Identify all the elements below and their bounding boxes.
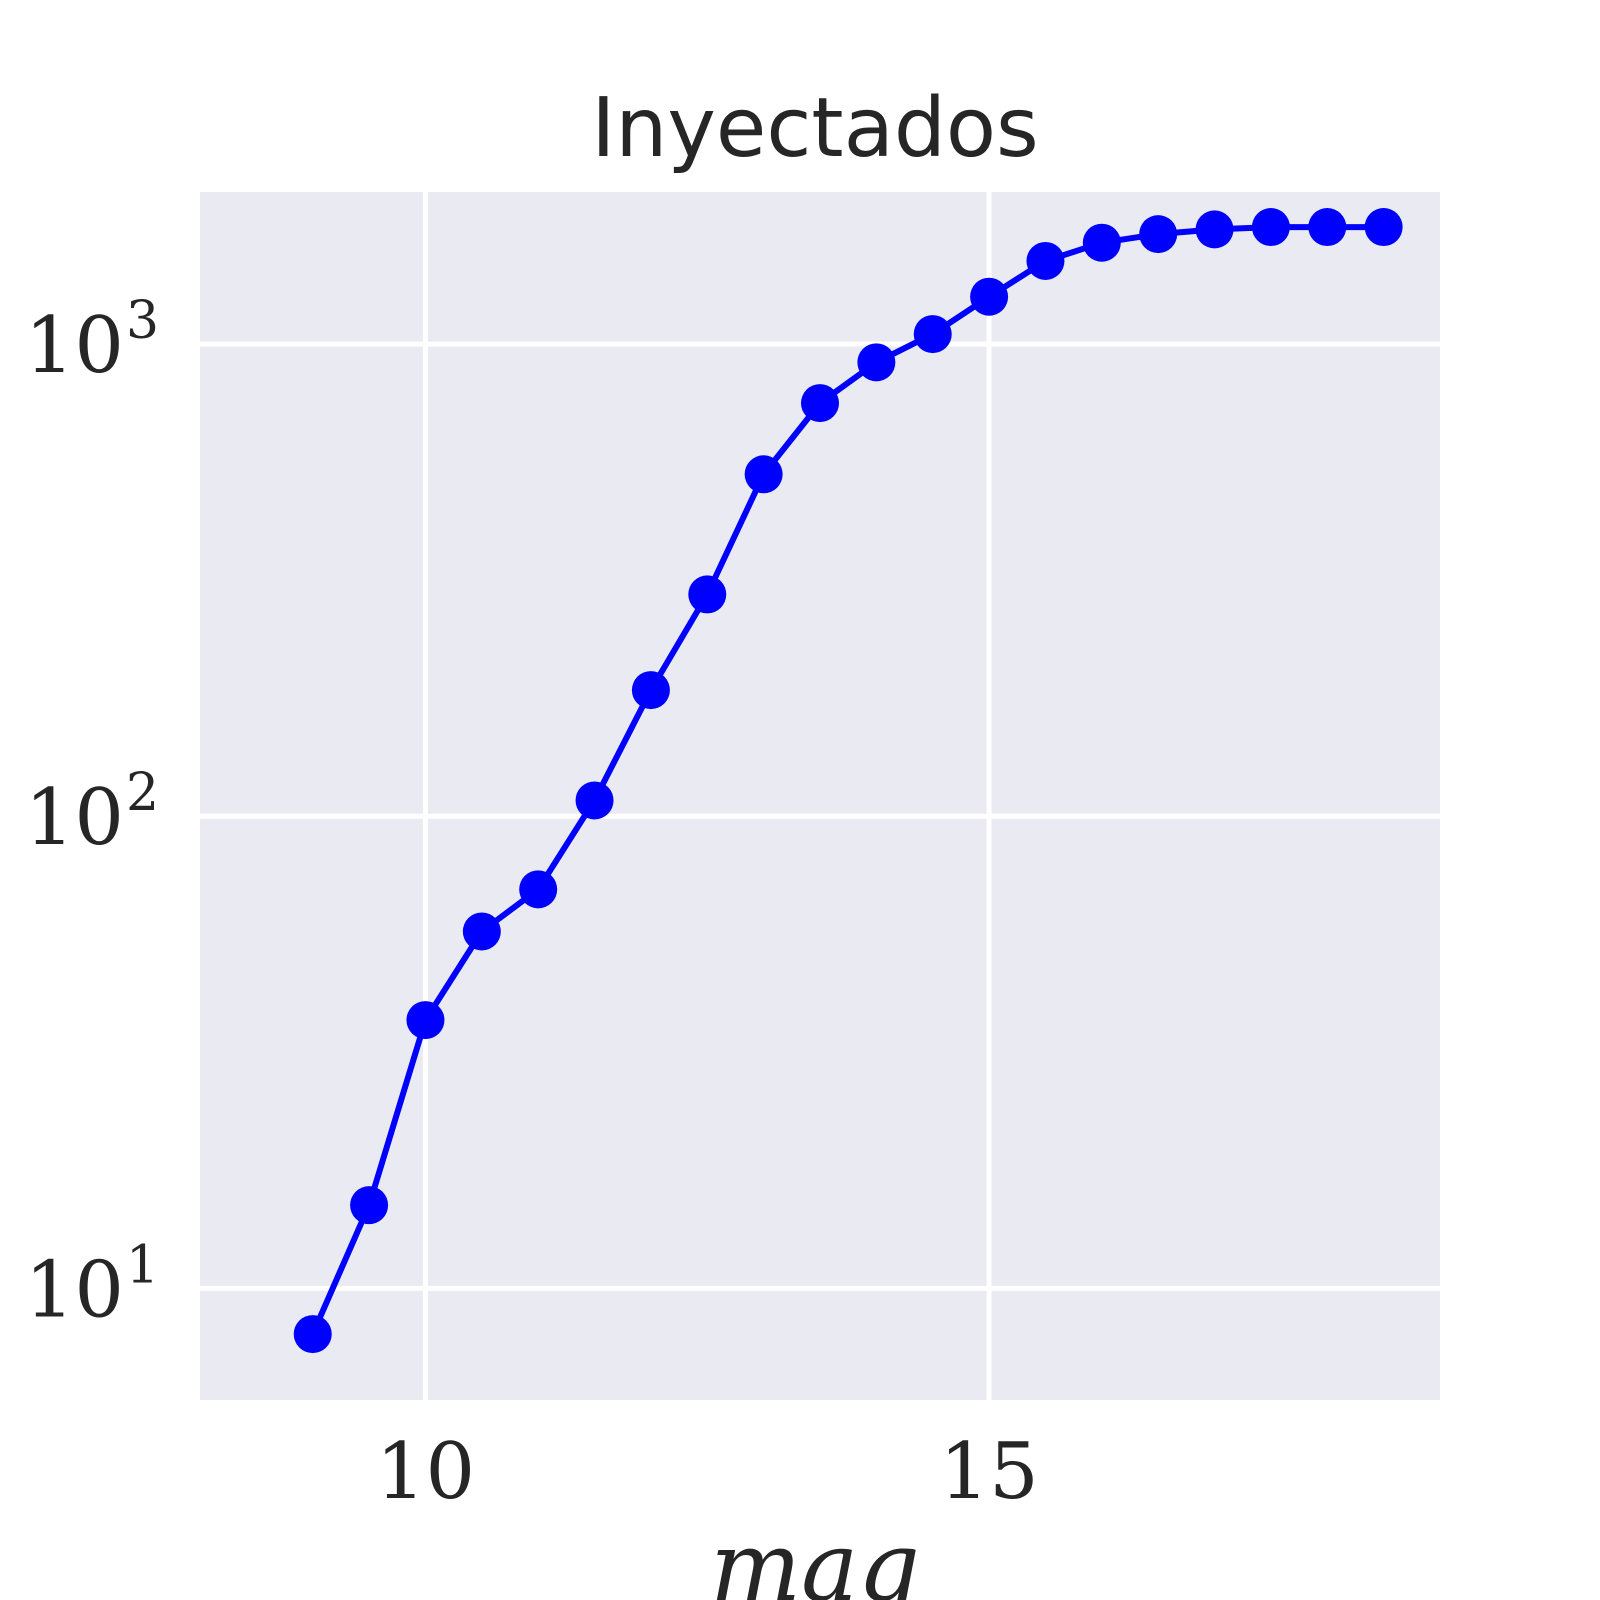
y-tick-exponent: 1 (126, 1235, 159, 1295)
x-tick-labels: 10 15 (376, 1427, 1039, 1517)
data-point (1139, 215, 1178, 254)
x-tick-label: 15 (939, 1427, 1038, 1517)
y-tick-base: 10 (25, 773, 124, 863)
y-tick-exponent: 3 (126, 291, 159, 351)
y-tick-exponent: 2 (126, 763, 159, 823)
y-tick-label: 10 1 (25, 1235, 159, 1335)
data-point (970, 277, 1009, 316)
data-point (857, 343, 896, 382)
data-point (1364, 208, 1403, 247)
y-tick-label: 10 2 (25, 763, 159, 863)
data-point (406, 1001, 445, 1040)
y-tick-base: 10 (25, 301, 124, 391)
y-tick-label: 10 3 (25, 291, 159, 391)
grid-lines (200, 192, 1440, 1400)
data-point (688, 575, 727, 614)
data-point (350, 1186, 389, 1225)
data-point (519, 870, 558, 909)
data-point (1308, 208, 1347, 247)
data-point (744, 455, 783, 494)
y-tick-base: 10 (25, 1245, 124, 1335)
data-point (631, 671, 670, 710)
data-point (1026, 241, 1065, 280)
data-point (1251, 208, 1290, 247)
chart-title: Inyectados (591, 81, 1039, 176)
data-point (801, 384, 839, 423)
data-point (1195, 210, 1234, 249)
data-point (1082, 223, 1121, 262)
data-point (462, 912, 501, 951)
data-point (293, 1315, 332, 1354)
plot-area (200, 192, 1440, 1400)
data-point (575, 781, 614, 820)
data-point (913, 315, 952, 354)
x-tick-label: 10 (376, 1427, 475, 1517)
series-group (293, 208, 1403, 1354)
x-axis-label: mag (710, 1511, 920, 1600)
